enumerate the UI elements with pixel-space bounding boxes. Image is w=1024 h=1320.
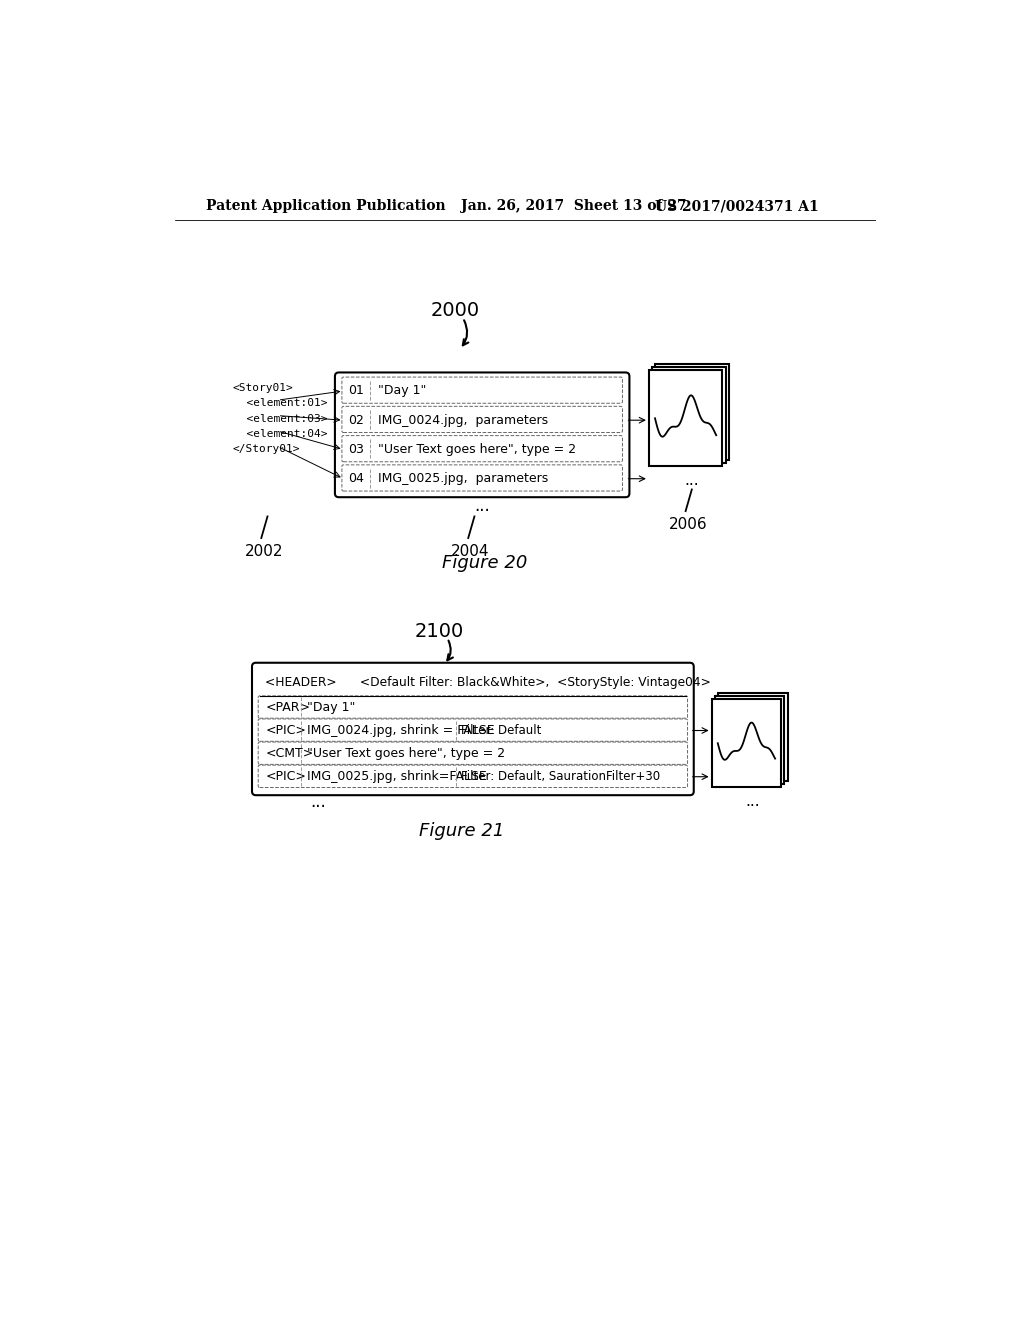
- FancyBboxPatch shape: [342, 378, 623, 404]
- Text: ...: ...: [745, 793, 760, 809]
- Text: Figure 21: Figure 21: [419, 822, 504, 841]
- Text: IMG_0024.jpg, shrink = FALSE: IMG_0024.jpg, shrink = FALSE: [307, 723, 495, 737]
- Text: IMG_0024.jpg,  parameters: IMG_0024.jpg, parameters: [378, 413, 548, 426]
- FancyBboxPatch shape: [715, 696, 784, 784]
- Text: <PAR>: <PAR>: [265, 701, 310, 714]
- Text: "User Text goes here", type = 2: "User Text goes here", type = 2: [307, 747, 505, 760]
- Text: 02: 02: [348, 413, 364, 426]
- Text: </Story01>: </Story01>: [232, 445, 300, 454]
- Text: 01: 01: [348, 384, 364, 397]
- Text: <element:04>: <element:04>: [232, 429, 327, 440]
- Text: Filter: Default: Filter: Default: [461, 723, 542, 737]
- FancyBboxPatch shape: [258, 766, 687, 788]
- Text: "User Text goes here", type = 2: "User Text goes here", type = 2: [378, 444, 575, 455]
- Text: <Story01>: <Story01>: [232, 383, 293, 393]
- Text: 2002: 2002: [245, 544, 283, 560]
- Text: US 2017/0024371 A1: US 2017/0024371 A1: [655, 199, 819, 213]
- Text: <PIC>: <PIC>: [265, 723, 306, 737]
- FancyBboxPatch shape: [342, 465, 623, 491]
- FancyBboxPatch shape: [258, 719, 687, 742]
- Text: <HEADER>      <Default Filter: Black&White>,  <StoryStyle: Vintage04>: <HEADER> <Default Filter: Black&White>, …: [265, 676, 711, 689]
- Text: 2000: 2000: [430, 301, 479, 321]
- FancyBboxPatch shape: [652, 367, 726, 463]
- FancyBboxPatch shape: [258, 742, 687, 764]
- Text: 2004: 2004: [452, 544, 489, 560]
- Text: <CMT>: <CMT>: [265, 747, 313, 760]
- FancyBboxPatch shape: [712, 700, 781, 788]
- Text: "Day 1": "Day 1": [307, 701, 355, 714]
- FancyBboxPatch shape: [718, 693, 787, 781]
- FancyBboxPatch shape: [335, 372, 630, 498]
- Text: 03: 03: [348, 444, 364, 455]
- Text: ...: ...: [474, 496, 490, 515]
- FancyBboxPatch shape: [655, 364, 729, 461]
- FancyBboxPatch shape: [649, 370, 722, 466]
- FancyBboxPatch shape: [258, 696, 687, 718]
- Text: ...: ...: [684, 473, 699, 488]
- Text: <element:01>: <element:01>: [232, 399, 327, 408]
- Text: 2006: 2006: [669, 517, 708, 532]
- Text: Figure 20: Figure 20: [441, 553, 527, 572]
- FancyBboxPatch shape: [342, 407, 623, 433]
- FancyBboxPatch shape: [252, 663, 693, 795]
- Text: IMG_0025.jpg,  parameters: IMG_0025.jpg, parameters: [378, 473, 548, 486]
- Text: <element:03>: <element:03>: [232, 413, 327, 424]
- Text: <PIC>: <PIC>: [265, 770, 306, 783]
- Text: 04: 04: [348, 473, 364, 486]
- Text: IMG_0025.jpg, shrink=FALSE: IMG_0025.jpg, shrink=FALSE: [307, 770, 486, 783]
- Text: Patent Application Publication: Patent Application Publication: [206, 199, 445, 213]
- Text: Jan. 26, 2017  Sheet 13 of 27: Jan. 26, 2017 Sheet 13 of 27: [461, 199, 687, 213]
- Text: 2100: 2100: [415, 623, 464, 642]
- Text: "Day 1": "Day 1": [378, 384, 426, 397]
- Text: ...: ...: [310, 793, 326, 810]
- FancyBboxPatch shape: [342, 436, 623, 462]
- Text: Filter: Default, SaurationFilter+30: Filter: Default, SaurationFilter+30: [461, 770, 660, 783]
